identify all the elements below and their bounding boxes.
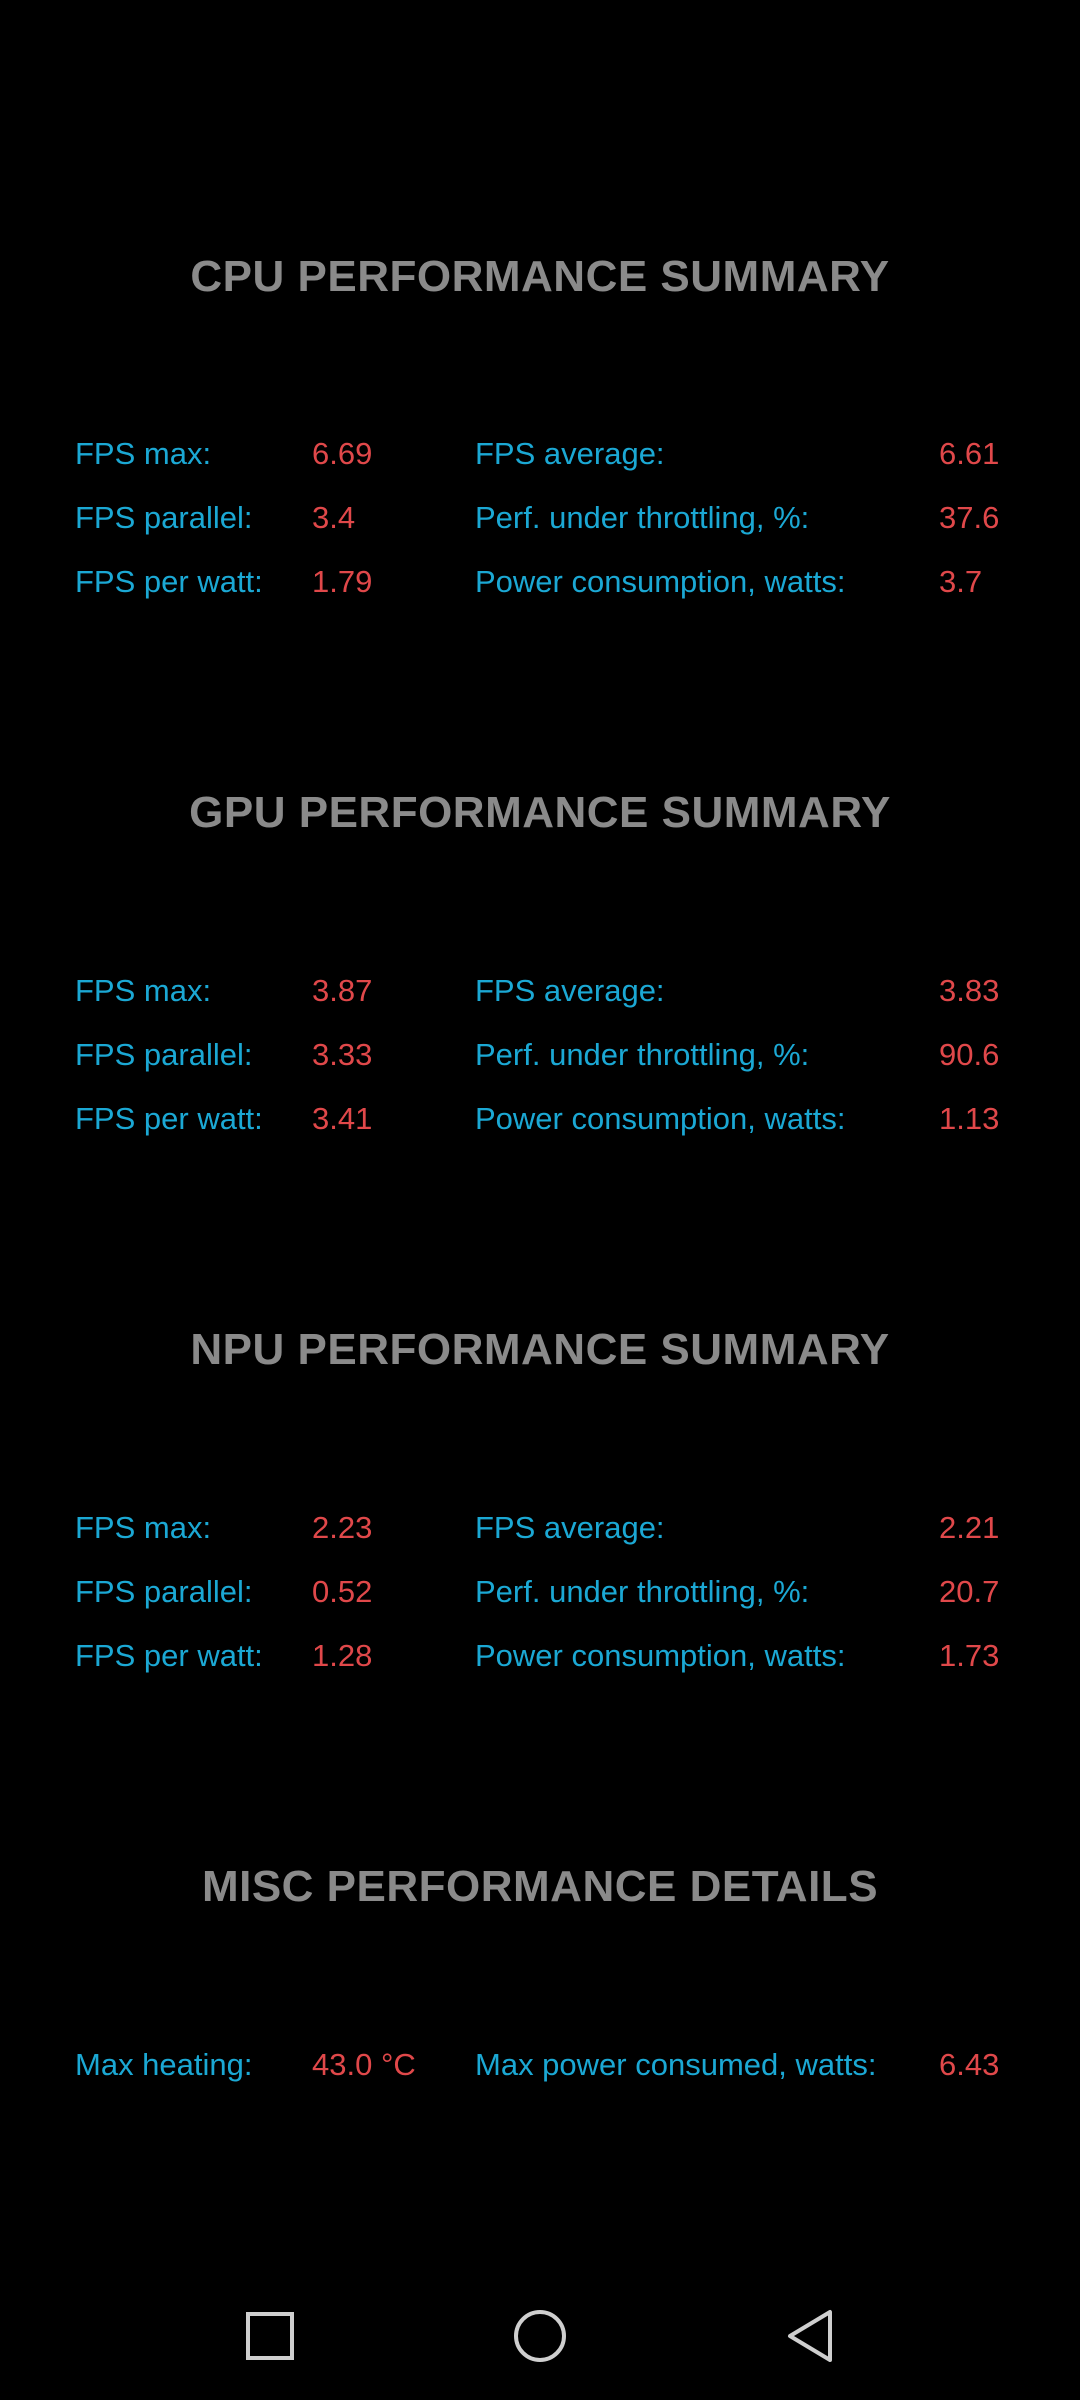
recent-apps-icon (246, 2312, 294, 2360)
stat-value: 37.6 (939, 500, 1000, 535)
stat-label: Max power consumed, watts: (475, 2047, 877, 2082)
stat-value: 3.7 (939, 564, 983, 599)
section-title-gpu: GPU PERFORMANCE SUMMARY (189, 788, 891, 837)
stat-value: 1.28 (312, 1638, 373, 1673)
stat-label: FPS parallel: (75, 1037, 253, 1072)
stat-value: 2.21 (939, 1510, 1000, 1545)
stats-row: FPS max: 3.87 FPS average: 3.83 (0, 973, 1080, 1023)
back-button[interactable] (770, 2296, 850, 2376)
stat-value: 6.43 (939, 2047, 1000, 2082)
stat-value: 6.61 (939, 436, 1000, 471)
stat-label: FPS max: (75, 1510, 212, 1545)
home-icon (514, 2310, 566, 2362)
stat-value: 20.7 (939, 1574, 1000, 1609)
stat-label: Perf. under throttling, %: (475, 1574, 810, 1609)
stat-label: FPS parallel: (75, 1574, 253, 1609)
stat-value: 3.4 (312, 500, 356, 535)
stat-label: FPS parallel: (75, 500, 253, 535)
section-title-cpu: CPU PERFORMANCE SUMMARY (190, 252, 890, 301)
stat-label: FPS per watt: (75, 564, 263, 599)
stat-value: 3.33 (312, 1037, 373, 1072)
navigation-bar (0, 2268, 1080, 2400)
stats-row: FPS per watt: 3.41 Power consumption, wa… (0, 1101, 1080, 1151)
stats-row: FPS max: 2.23 FPS average: 2.21 (0, 1510, 1080, 1560)
stat-value: 3.41 (312, 1101, 373, 1136)
stat-value: 6.69 (312, 436, 373, 471)
stat-label: FPS average: (475, 973, 665, 1008)
home-button[interactable] (500, 2296, 580, 2376)
stat-value: 3.87 (312, 973, 373, 1008)
stat-value: 0.52 (312, 1574, 373, 1609)
back-icon (788, 2310, 832, 2362)
stats-row: FPS parallel: 3.33 Perf. under throttlin… (0, 1037, 1080, 1087)
stats-row: FPS max: 6.69 FPS average: 6.61 (0, 436, 1080, 486)
stat-label: FPS max: (75, 436, 212, 471)
stat-value: 90.6 (939, 1037, 1000, 1072)
stats-row: FPS per watt: 1.79 Power consumption, wa… (0, 564, 1080, 614)
stat-value: 1.79 (312, 564, 373, 599)
stat-label: Power consumption, watts: (475, 1101, 846, 1136)
stat-label: Power consumption, watts: (475, 1638, 846, 1673)
stats-row: FPS parallel: 3.4 Perf. under throttling… (0, 500, 1080, 550)
stat-value: 1.13 (939, 1101, 1000, 1136)
stat-value: 43.0 °C (312, 2047, 416, 2082)
section-title-npu: NPU PERFORMANCE SUMMARY (190, 1325, 890, 1374)
stat-label: FPS average: (475, 436, 665, 471)
stat-label: FPS max: (75, 973, 212, 1008)
stat-value: 3.83 (939, 973, 1000, 1008)
stats-row: FPS per watt: 1.28 Power consumption, wa… (0, 1638, 1080, 1688)
stat-label: FPS per watt: (75, 1638, 263, 1673)
stat-label: FPS average: (475, 1510, 665, 1545)
stat-label: Perf. under throttling, %: (475, 500, 810, 535)
stats-row: Max heating: 43.0 °C Max power consumed,… (0, 2047, 1080, 2097)
stat-label: Max heating: (75, 2047, 253, 2082)
stat-value: 1.73 (939, 1638, 1000, 1673)
section-title-misc: MISC PERFORMANCE DETAILS (201, 1862, 879, 1911)
stat-label: Power consumption, watts: (475, 564, 846, 599)
recent-apps-button[interactable] (230, 2296, 310, 2376)
stat-value: 2.23 (312, 1510, 373, 1545)
stat-label: Perf. under throttling, %: (475, 1037, 810, 1072)
stats-row: FPS parallel: 0.52 Perf. under throttlin… (0, 1574, 1080, 1624)
stat-label: FPS per watt: (75, 1101, 263, 1136)
